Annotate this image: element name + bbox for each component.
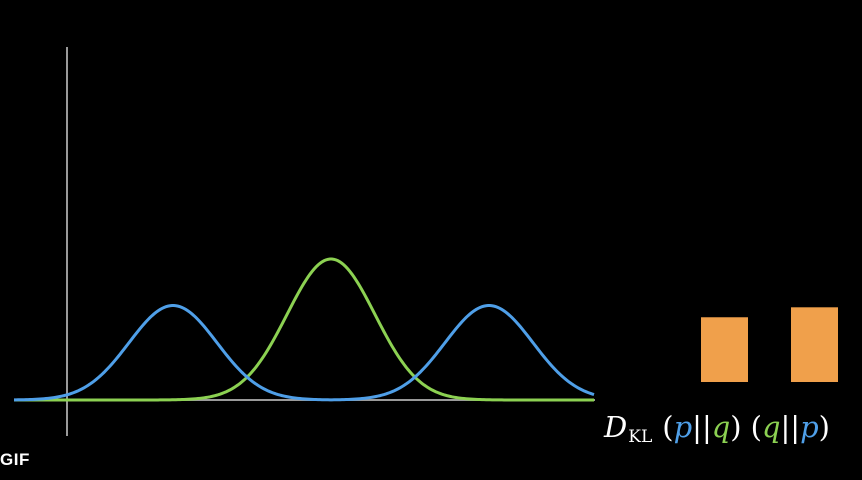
p-distribution-curve: [13, 304, 595, 402]
kl-open-paren-2: (: [750, 410, 762, 444]
kl-q-symbol-1: q: [711, 410, 731, 444]
kl-separator-1: ||: [692, 410, 712, 444]
kl-q-symbol-2: q: [761, 410, 781, 444]
gif-watermark: GIF: [0, 450, 30, 469]
kl-bar-p-q: [701, 317, 748, 382]
kl-subscript: KL: [628, 427, 653, 447]
kl-close-paren-2: ): [818, 410, 830, 444]
q-distribution-curve: [14, 257, 594, 402]
kl-bar-q-p: [791, 307, 838, 382]
kl-p-symbol-1: p: [673, 410, 693, 444]
kl-divergence-label: D KL ( p || q ) ( q || p ): [604, 410, 830, 454]
kl-d-symbol: D: [604, 410, 628, 444]
kl-close-paren-1: ): [730, 410, 742, 444]
kl-separator-2: ||: [780, 410, 801, 444]
kl-open-paren-1: (: [662, 410, 674, 444]
kl-p-symbol-2: p: [800, 410, 819, 444]
